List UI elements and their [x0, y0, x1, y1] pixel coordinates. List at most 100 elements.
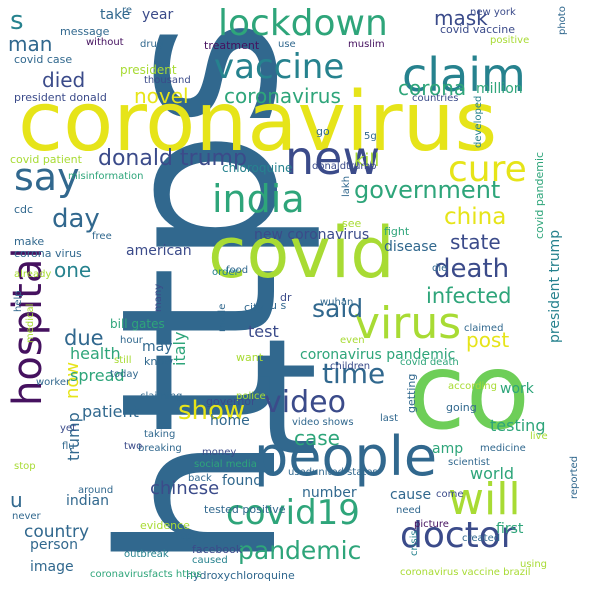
- word-cloud-word: even: [340, 335, 365, 346]
- word-cloud-word: hour: [120, 335, 143, 346]
- word-cloud-word: take: [100, 7, 131, 23]
- word-cloud-word: show: [178, 396, 246, 426]
- word-cloud-word: covid vaccine: [440, 23, 515, 36]
- word-cloud-word: made: [217, 303, 228, 332]
- word-cloud-word: order: [212, 267, 239, 278]
- word-cloud-word: novel: [134, 84, 189, 108]
- word-cloud-word: still: [114, 355, 132, 366]
- word-cloud-word: million: [476, 81, 523, 97]
- word-cloud-word: new coronavirus: [254, 227, 370, 243]
- word-cloud-word: last: [380, 413, 399, 424]
- word-cloud-word: cause: [390, 487, 432, 503]
- word-cloud-word: co: [408, 331, 530, 453]
- word-cloud-word: post: [466, 328, 510, 352]
- word-cloud-word: around: [78, 485, 114, 496]
- word-cloud-word: test: [248, 322, 279, 341]
- word-cloud-word: see: [342, 217, 362, 230]
- word-cloud-word: never: [12, 511, 41, 522]
- word-cloud-word: work: [500, 381, 534, 397]
- word-cloud-word: virus: [354, 298, 462, 349]
- word-cloud-word: dr: [280, 291, 292, 304]
- word-cloud-word: lockdown: [218, 3, 388, 44]
- word-cloud-word: worker: [36, 377, 71, 388]
- word-cloud-word: use: [278, 39, 296, 50]
- word-cloud-word: need: [396, 505, 421, 516]
- word-cloud-word: stop: [14, 461, 36, 472]
- word-cloud-word: president: [120, 63, 177, 77]
- word-cloud-word: corona virus: [14, 247, 82, 260]
- word-cloud-word: u: [10, 488, 23, 512]
- word-cloud-word: coronavirus: [18, 75, 498, 170]
- word-cloud-word: image: [30, 559, 74, 575]
- word-cloud-word: taking: [144, 429, 176, 440]
- word-cloud-word: spread: [70, 366, 125, 385]
- word-cloud-word: man: [8, 32, 53, 56]
- word-cloud-word: misinformation: [68, 171, 144, 182]
- word-cloud-word: reported: [569, 455, 580, 499]
- word-cloud-word: usedunited states: [288, 467, 378, 478]
- word-cloud-word: re: [122, 5, 133, 16]
- word-cloud-word: picture: [414, 519, 449, 530]
- word-cloud-word: using: [520, 559, 548, 570]
- word-cloud-word: coronavirusfacts https: [90, 569, 202, 580]
- word-cloud-word: corona: [398, 76, 467, 100]
- word-cloud-word: covid: [208, 212, 395, 294]
- word-cloud-word: created: [462, 533, 501, 544]
- word-cloud-word: say: [14, 155, 80, 199]
- word-cloud-word: medical: [25, 303, 36, 343]
- word-cloud-word: without: [86, 37, 124, 48]
- word-cloud-word: positive: [490, 35, 530, 46]
- word-cloud-word: treatment: [204, 39, 260, 52]
- word-cloud-word: day: [52, 204, 100, 234]
- word-cloud-word: mask: [434, 6, 488, 30]
- word-cloud-word: people: [254, 425, 438, 488]
- word-cloud-word: new york: [470, 7, 516, 18]
- word-cloud-word: claiming: [140, 391, 183, 402]
- word-cloud-word: photo: [557, 6, 568, 35]
- word-cloud-word: health: [70, 344, 121, 363]
- word-cloud-word: president donald: [14, 91, 107, 104]
- word-cloud-word: social media: [194, 459, 257, 470]
- word-cloud-word: money: [202, 447, 237, 458]
- word-cloud-word: video: [264, 385, 346, 420]
- word-cloud-word: s: [10, 6, 24, 36]
- word-cloud-word: chloroquine: [222, 161, 293, 175]
- word-cloud-word: vaccine: [214, 47, 345, 87]
- word-cloud-word: video shows: [292, 417, 354, 428]
- word-cloud-word: covid pandemic: [533, 151, 546, 239]
- word-cloud-word: bill gates: [110, 317, 165, 331]
- word-cloud-word: one: [54, 258, 92, 282]
- word-cloud-word: medicine: [480, 443, 526, 454]
- word-cloud-word: thousand: [144, 75, 191, 86]
- word-cloud-word: lakh: [341, 175, 352, 197]
- word-cloud-word: covid case: [14, 53, 73, 66]
- word-cloud-word: claim: [402, 48, 526, 102]
- word-cloud-word: developed: [473, 95, 484, 148]
- word-cloud-word: found: [222, 473, 263, 489]
- word-cloud-word: state: [450, 230, 501, 254]
- word-cloud-word: indian: [66, 493, 109, 509]
- word-cloud-word: city: [244, 301, 264, 314]
- word-cloud-word: disease: [384, 239, 438, 255]
- word-cloud-word: two: [124, 441, 143, 452]
- word-cloud-word: today: [110, 369, 139, 380]
- word-cloud-word: fight: [384, 225, 410, 238]
- word-cloud-word: said: [312, 294, 364, 323]
- word-cloud-word: china: [444, 204, 507, 230]
- word-cloud-word: doctor: [400, 515, 516, 556]
- word-cloud-word: hydroxychloroquine: [186, 569, 295, 582]
- word-cloud-word: 5g: [364, 131, 377, 142]
- word-cloud-word: world: [470, 464, 515, 483]
- word-cloud-word: number: [302, 485, 357, 501]
- word-cloud-word: flu: [62, 441, 75, 452]
- word-cloud-word: tested positive: [204, 503, 286, 516]
- word-cloud-word: infected: [426, 284, 512, 308]
- word-cloud-word: testing: [490, 416, 546, 435]
- word-cloud-word: report: [176, 531, 207, 542]
- word-cloud-word: breaking: [138, 443, 182, 454]
- word-cloud-word: help: [13, 290, 24, 312]
- word-cloud-word: covid19: [226, 493, 360, 533]
- word-cloud-word: claimed: [464, 323, 504, 334]
- word-cloud-word: covid patient: [10, 153, 82, 166]
